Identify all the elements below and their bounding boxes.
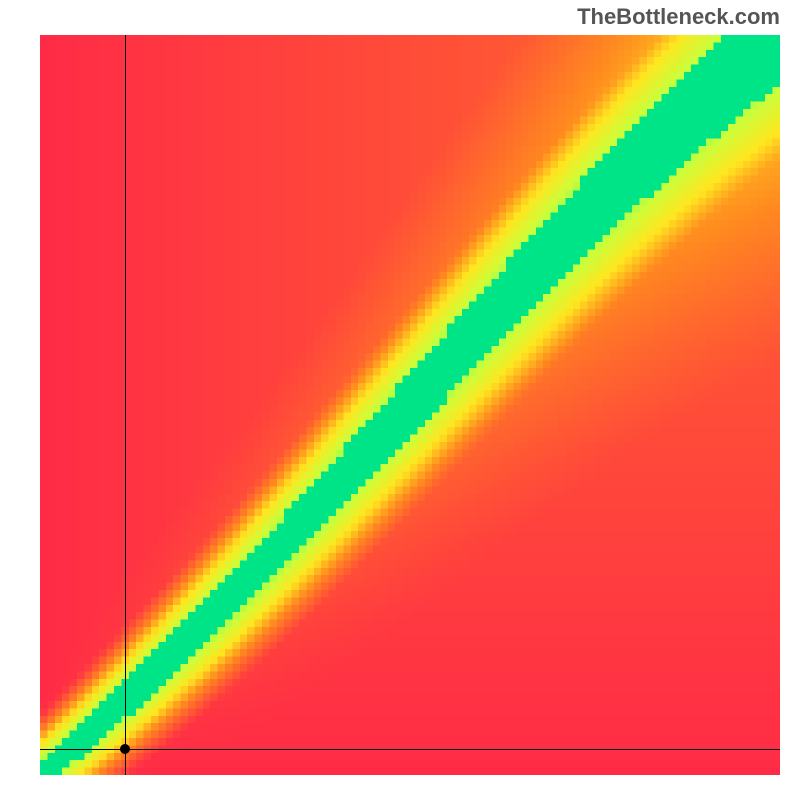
crosshair-horizontal	[40, 749, 780, 750]
heatmap-plot	[40, 35, 780, 775]
chart-container: TheBottleneck.com	[0, 0, 800, 800]
watermark-text: TheBottleneck.com	[577, 4, 780, 30]
crosshair-vertical	[125, 35, 126, 775]
heatmap-canvas	[40, 35, 780, 775]
